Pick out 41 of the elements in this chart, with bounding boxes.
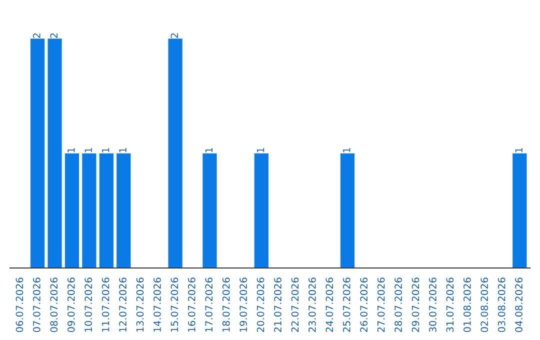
x-tick-label: 26.07.2026 — [360, 278, 368, 332]
x-tick-label: 29.07.2026 — [412, 278, 420, 332]
x-tick-label: 12.07.2026 — [119, 278, 126, 332]
data-label: 2 — [50, 33, 58, 38]
x-tick-label: 17.07.2026 — [205, 278, 213, 332]
x-tick-label: 04.08.2026 — [515, 278, 522, 332]
data-label: 2 — [170, 33, 178, 38]
data-label: 1 — [515, 148, 522, 152]
data-label: 1 — [343, 148, 350, 152]
x-tick-label: 25.07.2026 — [342, 278, 350, 332]
x-tick-label: 19.07.2026 — [240, 278, 247, 332]
x-tick-label: 16.07.2026 — [188, 278, 196, 332]
x-tick-label: 18.07.2026 — [222, 278, 230, 332]
x-tick-label: 13.07.2026 — [136, 278, 144, 332]
x-tick-label: 06.07.2026 — [16, 278, 24, 332]
data-label: 2 — [33, 33, 40, 38]
x-tick-label: 21.07.2026 — [274, 278, 282, 332]
data-label: 1 — [84, 148, 92, 152]
x-tick-label: 10.07.2026 — [84, 278, 92, 332]
x-tick-label: 31.07.2026 — [446, 278, 454, 332]
x-tick-label: 24.07.2026 — [326, 278, 334, 332]
x-tick-label: 14.07.2026 — [154, 278, 161, 332]
x-tick-label: 27.07.2026 — [377, 278, 385, 332]
x-tick-label: 03.08.2026 — [498, 278, 506, 332]
x-tick-label: 07.07.2026 — [33, 278, 40, 332]
data-label: 1 — [102, 148, 110, 152]
x-tick-label: 01.08.2026 — [463, 278, 471, 332]
x-tick-label: 30.07.2026 — [429, 278, 436, 332]
x-tick-label: 22.07.2026 — [291, 278, 299, 332]
data-label: 1 — [119, 148, 126, 152]
x-tick-label: 23.07.2026 — [308, 278, 316, 332]
x-tick-label: 15.07.2026 — [170, 278, 178, 332]
x-tick-label: 08.07.2026 — [50, 278, 58, 332]
x-tick-label: 20.07.2026 — [256, 278, 264, 332]
x-tick-label: 02.08.2026 — [480, 278, 488, 332]
x-tick-label: 28.07.2026 — [394, 278, 402, 332]
data-label: 1 — [256, 148, 264, 152]
x-tick-label: 09.07.2026 — [67, 278, 75, 332]
x-tick-label: 11.07.2026 — [102, 278, 110, 332]
data-label: 1 — [68, 148, 75, 152]
data-label: 1 — [205, 148, 212, 152]
